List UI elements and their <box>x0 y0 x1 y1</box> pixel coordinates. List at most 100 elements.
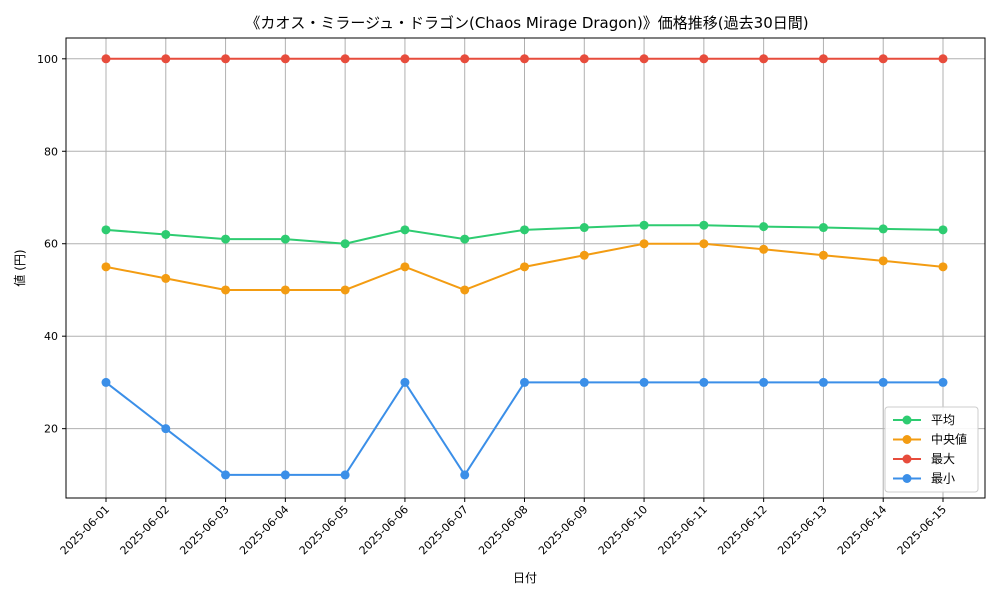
data-point <box>938 225 948 235</box>
data-point <box>161 424 171 434</box>
data-point <box>818 377 828 387</box>
series-2 <box>101 54 948 64</box>
legend-marker <box>902 435 912 444</box>
y-tick-label: 80 <box>44 145 58 158</box>
x-tick-label: 2025-06-02 <box>118 503 172 557</box>
data-point <box>938 377 948 387</box>
data-point <box>579 377 589 387</box>
plot-frame <box>65 37 986 499</box>
y-axis-label: 値 (円) <box>12 249 27 286</box>
legend-item: 中央値 <box>893 432 967 447</box>
legend-item: 最小 <box>893 472 955 486</box>
data-point <box>520 262 529 272</box>
data-point <box>878 377 888 387</box>
x-tick-label: 2025-06-13 <box>775 503 829 557</box>
x-tick-label: 2025-06-03 <box>177 503 231 557</box>
x-axis-ticks: 2025-06-01 2025-06-02 2025-06-03 2025-06-04… <box>58 498 949 557</box>
chart-title: 《カオス・ミラージュ・ドラゴン(Chaos Mirage Dragon)》価格推… <box>245 14 808 32</box>
series-1 <box>101 239 948 295</box>
data-point <box>818 54 828 64</box>
x-tick-label: 2025-06-14 <box>835 503 889 557</box>
data-point <box>818 223 828 233</box>
data-point <box>101 377 111 387</box>
legend-item: 平均 <box>893 413 955 427</box>
data-point <box>759 377 769 387</box>
legend-label: 最小 <box>931 472 955 486</box>
data-point <box>221 234 231 244</box>
legend-label: 中央値 <box>931 432 967 447</box>
data-point <box>699 377 709 387</box>
data-point <box>579 54 589 64</box>
x-tick-label: 2025-06-01 <box>58 503 112 557</box>
data-point <box>818 250 828 260</box>
data-point <box>878 224 888 234</box>
x-tick-label: 2025-06-09 <box>536 503 590 557</box>
data-point <box>400 225 410 235</box>
data-point <box>520 225 529 235</box>
x-axis-label: 日付 <box>513 571 537 585</box>
data-point <box>460 285 470 295</box>
x-tick-label: 2025-06-08 <box>476 503 530 557</box>
x-tick-label: 2025-06-10 <box>596 503 650 557</box>
grid-lines <box>66 38 985 498</box>
legend-item: 最大 <box>893 452 955 466</box>
x-tick-label: 2025-06-06 <box>357 503 411 557</box>
data-point <box>340 285 350 295</box>
data-point <box>340 239 350 249</box>
x-tick-label: 2025-06-04 <box>237 503 291 557</box>
data-point <box>639 239 649 249</box>
data-point <box>639 377 649 387</box>
data-point <box>340 470 350 480</box>
data-point <box>878 256 888 266</box>
data-point <box>101 262 111 272</box>
data-point <box>161 54 171 64</box>
x-tick-label: 2025-06-11 <box>656 503 710 557</box>
data-point <box>221 285 231 295</box>
data-point <box>759 222 769 232</box>
data-point <box>759 54 769 64</box>
data-point <box>460 54 470 64</box>
data-point <box>101 54 111 64</box>
legend-marker <box>902 415 912 425</box>
data-point <box>579 250 589 260</box>
x-tick-label: 2025-06-15 <box>895 503 949 557</box>
y-tick-label: 20 <box>44 423 58 436</box>
data-point <box>161 229 171 239</box>
legend-label: 平均 <box>931 413 955 427</box>
data-point <box>938 54 948 64</box>
data-point <box>400 377 410 387</box>
data-point <box>460 470 470 480</box>
data-point <box>639 220 649 230</box>
series-3 <box>101 377 948 480</box>
data-point <box>101 225 111 235</box>
y-tick-label: 100 <box>37 53 58 66</box>
data-point <box>639 54 649 64</box>
data-point <box>759 244 769 254</box>
data-point <box>280 285 290 295</box>
legend-marker <box>902 474 912 483</box>
data-point <box>699 220 709 230</box>
data-point <box>699 54 709 64</box>
data-point <box>460 234 470 244</box>
legend-label: 最大 <box>931 452 955 466</box>
data-point <box>579 223 589 233</box>
data-point <box>520 377 529 387</box>
data-point <box>878 54 888 64</box>
legend-marker <box>902 454 912 464</box>
data-point <box>280 470 290 480</box>
data-point <box>699 239 709 249</box>
data-point <box>520 54 529 64</box>
y-axis-ticks: 20 40 60 80 100 <box>37 53 66 436</box>
legend-box <box>884 406 979 493</box>
series-0 <box>101 220 948 249</box>
data-point <box>340 54 350 64</box>
data-point <box>400 54 410 64</box>
series-layer <box>101 54 948 480</box>
x-tick-label: 2025-06-12 <box>715 503 769 557</box>
data-point <box>400 262 410 272</box>
y-tick-label: 40 <box>44 330 58 343</box>
data-point <box>221 54 231 64</box>
data-point <box>161 273 171 283</box>
